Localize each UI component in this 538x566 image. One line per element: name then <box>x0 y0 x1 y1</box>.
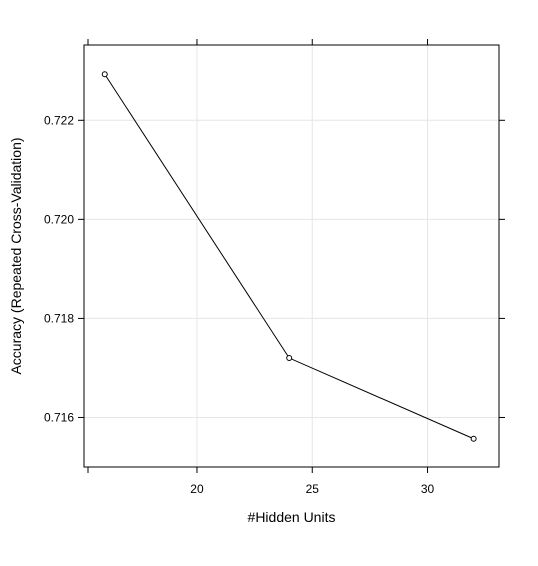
axis-tick-labels: 20 25 30 0.716 0.718 0.720 0.722 <box>44 113 435 496</box>
axis-ticks <box>78 39 505 473</box>
data-point <box>101 71 108 78</box>
data-points <box>101 71 477 442</box>
y-tick-label: 0.718 <box>44 311 74 325</box>
y-tick-label: 0.722 <box>44 113 74 127</box>
y-tick-label: 0.716 <box>44 410 74 424</box>
plot-frame <box>83 44 500 468</box>
y-axis-title: Accuracy (Repeated Cross-Validation) <box>8 137 24 374</box>
x-tick-label: 25 <box>306 482 320 496</box>
data-point <box>286 355 293 362</box>
x-axis-title: #Hidden Units <box>248 509 336 525</box>
data-point <box>470 435 477 442</box>
x-tick-label: 30 <box>421 482 435 496</box>
grid-lines <box>84 45 499 467</box>
y-tick-label: 0.720 <box>44 212 74 226</box>
x-tick-label: 20 <box>190 482 204 496</box>
